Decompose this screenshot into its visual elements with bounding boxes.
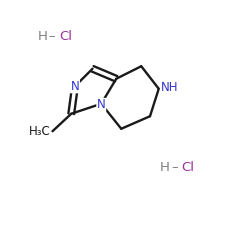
- Text: H: H: [38, 30, 48, 43]
- Text: N: N: [97, 98, 106, 112]
- Text: Cl: Cl: [59, 30, 72, 43]
- Text: H₃C: H₃C: [28, 125, 50, 138]
- Text: NH: NH: [160, 81, 178, 94]
- Text: –: –: [49, 30, 56, 43]
- Text: N: N: [71, 80, 80, 93]
- Text: –: –: [171, 161, 178, 174]
- Text: Cl: Cl: [181, 161, 194, 174]
- Text: H: H: [160, 161, 170, 174]
